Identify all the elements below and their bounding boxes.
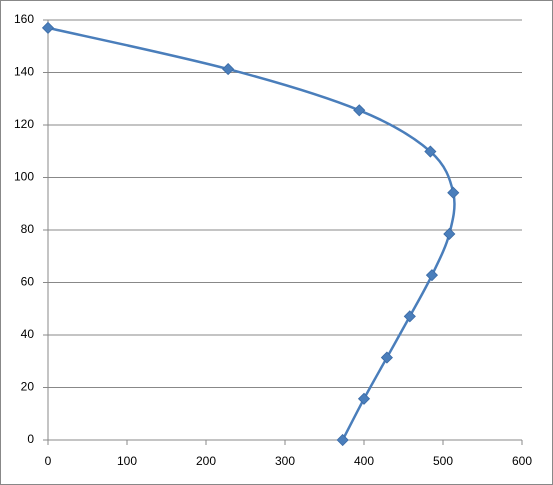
x-tick-label: 0 xyxy=(45,454,52,468)
point xyxy=(403,310,416,323)
y-tick-label: 140 xyxy=(14,65,34,79)
point xyxy=(357,392,371,405)
y-tick-label: 120 xyxy=(14,117,34,131)
y-tick-label: 60 xyxy=(21,275,35,289)
point xyxy=(380,351,393,364)
y-tick-label: 0 xyxy=(27,432,34,446)
y-tick-label: 160 xyxy=(14,12,34,26)
point xyxy=(447,186,460,199)
point xyxy=(425,269,439,282)
y-tick-label: 80 xyxy=(21,222,35,236)
point xyxy=(222,63,235,76)
x-tick-label: 100 xyxy=(117,454,137,468)
point xyxy=(424,145,437,158)
point xyxy=(443,227,456,241)
y-tick-label: 100 xyxy=(14,170,34,184)
point xyxy=(41,21,55,34)
point xyxy=(353,104,366,117)
x-tick-label: 600 xyxy=(512,454,532,468)
y-tick-label: 40 xyxy=(21,327,35,341)
point xyxy=(336,433,349,447)
x-tick-label: 300 xyxy=(275,454,295,468)
y-tick-label: 20 xyxy=(21,380,35,394)
x-tick-label: 500 xyxy=(433,454,453,468)
x-tick-label: 400 xyxy=(354,454,374,468)
x-tick-label: 200 xyxy=(196,454,216,468)
